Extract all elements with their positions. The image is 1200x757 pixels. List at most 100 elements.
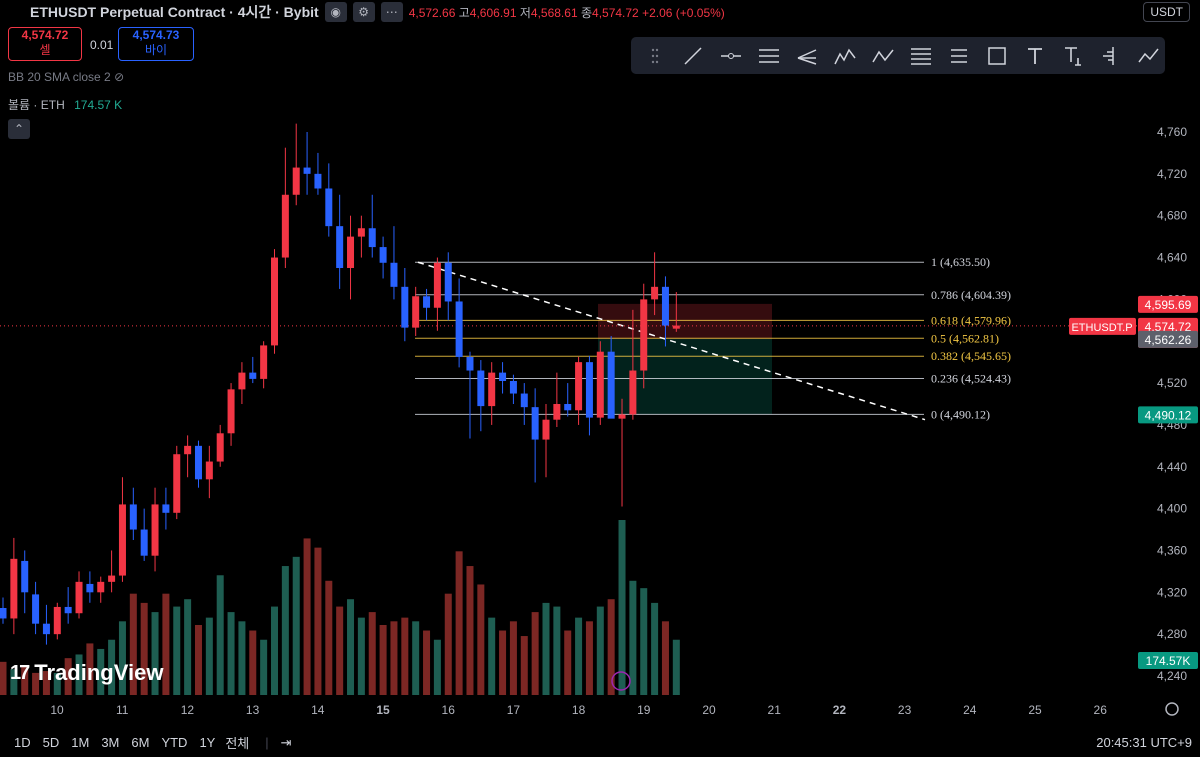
fib-label: 0.618 (4,579.96) — [931, 313, 1011, 327]
volume-bar — [390, 621, 398, 695]
fib-label: 0.382 (4,545.65) — [931, 349, 1011, 363]
volume-profile-icon[interactable] — [1097, 42, 1125, 70]
currency-selector[interactable]: USDT — [1143, 2, 1190, 22]
candle-body — [488, 372, 496, 407]
fib-extension-icon[interactable] — [945, 42, 973, 70]
sell-button[interactable]: 4,574.72 셀 — [8, 27, 82, 61]
candle-body — [249, 372, 257, 379]
candle-body — [629, 370, 637, 415]
volume-bar — [32, 672, 40, 695]
settings-icon[interactable]: ⚙ — [352, 2, 375, 22]
volume-bar — [401, 617, 409, 695]
candle-body — [86, 583, 94, 593]
parallel-channel-icon[interactable] — [755, 42, 783, 70]
candle-body — [271, 257, 278, 346]
range-5d[interactable]: 5D — [42, 735, 60, 750]
volume-bar — [205, 617, 213, 695]
volume-bar — [314, 547, 322, 695]
volume-bar — [347, 599, 355, 695]
candle-body — [75, 581, 83, 614]
x-tick-label: 12 — [181, 703, 195, 717]
price-tag-text: 4,574.72 — [1145, 320, 1192, 334]
candle-body — [531, 407, 539, 440]
volume-bar — [162, 593, 170, 695]
rectangle-icon[interactable] — [983, 42, 1011, 70]
y-tick-label: 4,760 — [1157, 125, 1187, 139]
bottom-toolbar: 1D 5D 1M 3M 6M YTD 1Y 전체 | ⇥ 20:45:31 UT… — [14, 734, 1192, 752]
horizontal-line-icon[interactable] — [717, 42, 745, 70]
candle-body — [303, 167, 311, 174]
buy-button[interactable]: 4,574.73 바이 — [118, 27, 194, 61]
more-icon[interactable]: ⋯ — [380, 2, 403, 22]
candle-body — [21, 560, 29, 593]
bb-indicator-label[interactable]: BB 20 SMA close 2 ⊘ — [8, 70, 125, 84]
candle-body — [129, 504, 137, 530]
candle-body — [162, 504, 170, 513]
volume-bar — [618, 520, 626, 695]
eye-icon[interactable]: ◉ — [324, 2, 347, 22]
y-tick-label: 4,240 — [1157, 669, 1187, 683]
volume-bar — [194, 625, 202, 695]
fib-label: 1 (4,635.50) — [931, 255, 990, 269]
collapse-chevron-icon[interactable]: ⌃ — [8, 119, 30, 139]
drag-handle-icon[interactable] — [641, 42, 669, 70]
anchored-text-icon[interactable] — [1059, 42, 1087, 70]
volume-bar — [108, 639, 116, 695]
volume-bar — [303, 538, 311, 695]
stop-zone — [598, 303, 772, 339]
volume-bar — [455, 551, 463, 695]
tradingview-logo: 17 TradingView — [10, 660, 164, 685]
forecast-icon[interactable] — [1135, 42, 1163, 70]
range-1y[interactable]: 1Y — [199, 735, 216, 750]
volume-bar — [672, 639, 680, 695]
y-tick-label: 4,440 — [1157, 460, 1187, 474]
pitchfork-icon[interactable] — [793, 42, 821, 70]
text-icon[interactable] — [1021, 42, 1049, 70]
symbol-title[interactable]: ETHUSDT Perpetual Contract · 4시간 · Bybit — [30, 4, 319, 20]
x-tick-label: 24 — [963, 703, 977, 717]
volume-bar — [509, 621, 517, 695]
fib-label: 0 (4,490.12) — [931, 407, 990, 421]
volume-bar — [488, 617, 496, 695]
trend-line-icon[interactable] — [679, 42, 707, 70]
range-1d[interactable]: 1D — [14, 735, 31, 750]
candle-body — [368, 228, 376, 248]
eye-off-icon[interactable]: ⊘ — [114, 70, 125, 84]
candle-body — [314, 173, 322, 189]
volume-bar — [542, 602, 550, 695]
fib-retracement-icon[interactable] — [907, 42, 935, 70]
candle-body — [672, 325, 680, 329]
range-1m[interactable]: 1M — [71, 735, 90, 750]
volume-tag — [1138, 652, 1198, 669]
candle-body — [108, 575, 116, 582]
range-ytd[interactable]: YTD — [161, 735, 188, 750]
volume-bar — [129, 593, 137, 695]
volume-indicator-label[interactable]: 볼륨 · ETH 174.57 K — [8, 98, 123, 112]
volume-bar — [292, 556, 300, 695]
volume-bar — [10, 669, 18, 695]
range-6m[interactable]: 6M — [131, 735, 150, 750]
volume-bar — [651, 602, 659, 695]
volume-bar — [151, 612, 159, 695]
candle-body — [194, 445, 202, 480]
candle-body — [357, 228, 365, 237]
abc-pattern-icon[interactable] — [869, 42, 897, 70]
volume-bar — [477, 584, 485, 695]
elliott-wave-icon[interactable] — [831, 42, 859, 70]
range-3m[interactable]: 3M — [101, 735, 120, 750]
volume-bar — [531, 612, 539, 695]
x-tick-label: 19 — [637, 703, 651, 717]
volume-bar — [585, 621, 593, 695]
candle-body — [184, 445, 192, 455]
range-all[interactable]: 전체 — [225, 736, 250, 751]
candle-body — [520, 393, 528, 408]
volume-bar — [21, 665, 29, 695]
fib-label: 0.5 (4,562.81) — [931, 331, 999, 345]
candle-body — [42, 623, 50, 635]
x-tick-label: 18 — [572, 703, 586, 717]
go-to-date-icon[interactable]: ⇥ — [280, 734, 292, 750]
candle-body — [336, 226, 344, 268]
symbol-tag — [1069, 317, 1136, 335]
fib-label: 0.236 (4,524.43) — [931, 371, 1011, 385]
